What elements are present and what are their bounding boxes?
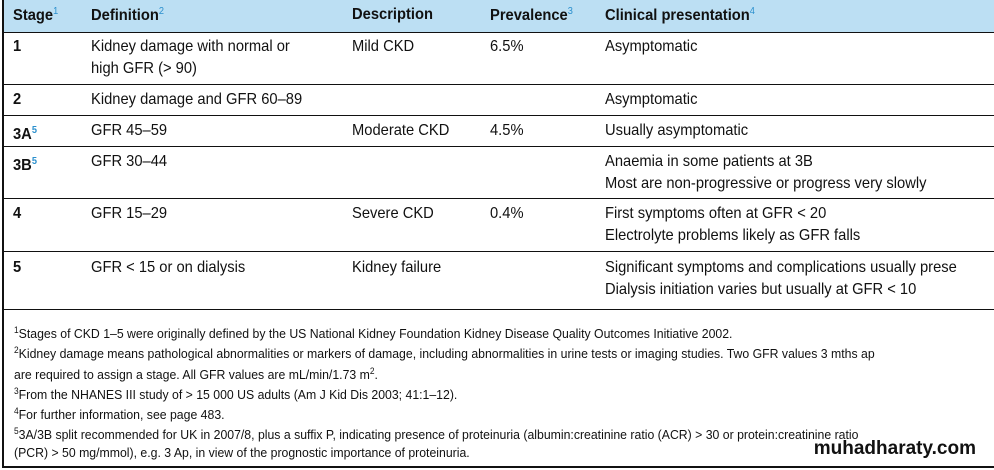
header-description: Description bbox=[352, 6, 433, 23]
footnote-divider bbox=[4, 309, 994, 310]
stage-cell: 5 bbox=[13, 259, 22, 276]
stage-cell: 4 bbox=[13, 205, 22, 222]
description-cell: Mild CKD bbox=[352, 38, 415, 55]
table-row: 1 Kidney damage with normal or high GFR (… bbox=[4, 32, 994, 85]
footnote-2-cont: are required to assign a stage. All GFR … bbox=[14, 365, 378, 382]
stage-cell: 2 bbox=[13, 91, 22, 108]
clinical-cell: Anaemia in some patients at 3B Most are n… bbox=[605, 153, 927, 192]
header-clinical-presentation: Clinical presentation4 bbox=[605, 6, 755, 24]
clinical-cell: Usually asymptomatic bbox=[605, 122, 749, 139]
footnote-1: 1Stages of CKD 1–5 were originally defin… bbox=[14, 325, 733, 341]
footnote-3: 3From the NHANES III study of > 15 000 U… bbox=[14, 385, 458, 402]
definition-cell: GFR 45–59 bbox=[91, 122, 168, 139]
definition-cell: GFR 30–44 bbox=[91, 153, 168, 170]
clinical-cell: Asymptomatic bbox=[605, 38, 698, 55]
description-cell: Severe CKD bbox=[352, 205, 434, 222]
prevalence-cell: 4.5% bbox=[490, 122, 524, 139]
clinical-cell: Significant symptoms and complications u… bbox=[605, 259, 957, 298]
stage-cell: 3B5 bbox=[13, 156, 37, 174]
description-cell: Kidney failure bbox=[352, 259, 442, 276]
footnote-5: 53A/3B split recommended for UK in 2007/… bbox=[14, 426, 859, 443]
definition-cell: Kidney damage and GFR 60–89 bbox=[91, 91, 303, 108]
header-stage: Stage1 bbox=[13, 6, 59, 24]
table-row: 3B5 GFR 30–44 Anaemia in some patients a… bbox=[4, 146, 994, 199]
table-row: 4 GFR 15–29 Severe CKD 0.4% First sympto… bbox=[4, 198, 994, 252]
stage-cell: 3A5 bbox=[13, 125, 37, 143]
table-row: 3A5 GFR 45–59 Moderate CKD 4.5% Usually … bbox=[4, 115, 994, 147]
clinical-cell: First symptoms often at GFR < 20 Electrol… bbox=[605, 205, 861, 244]
table-row: 2 Kidney damage and GFR 60–89 Asymptomat… bbox=[4, 84, 994, 116]
header-definition: Definition2 bbox=[91, 6, 164, 24]
stage-cell: 1 bbox=[13, 38, 22, 55]
prevalence-cell: 0.4% bbox=[490, 205, 524, 222]
prevalence-cell: 6.5% bbox=[490, 38, 524, 55]
watermark: muhadharaty.com bbox=[813, 438, 976, 459]
footnote-2: 2Kidney damage means pathological abnorm… bbox=[14, 345, 875, 362]
header-prevalence: Prevalence3 bbox=[490, 6, 573, 24]
footnotes: 1Stages of CKD 1–5 were originally defin… bbox=[14, 322, 944, 461]
clinical-cell: Asymptomatic bbox=[605, 91, 698, 108]
definition-cell: Kidney damage with normal or high GFR (> … bbox=[91, 38, 290, 77]
definition-cell: GFR 15–29 bbox=[91, 205, 168, 222]
footnote-4: 4For further information, see page 483. bbox=[14, 406, 225, 423]
table-row: 5 GFR < 15 or on dialysis Kidney failure… bbox=[4, 251, 994, 310]
description-cell: Moderate CKD bbox=[352, 122, 450, 139]
definition-cell: GFR < 15 or on dialysis bbox=[91, 259, 246, 276]
footnote-5-cont: (PCR) > 50 mg/mmol), e.g. 3 Ap, in view … bbox=[14, 444, 470, 460]
table-header: Stage1 Definition2 Description Prevalenc… bbox=[4, 0, 994, 32]
